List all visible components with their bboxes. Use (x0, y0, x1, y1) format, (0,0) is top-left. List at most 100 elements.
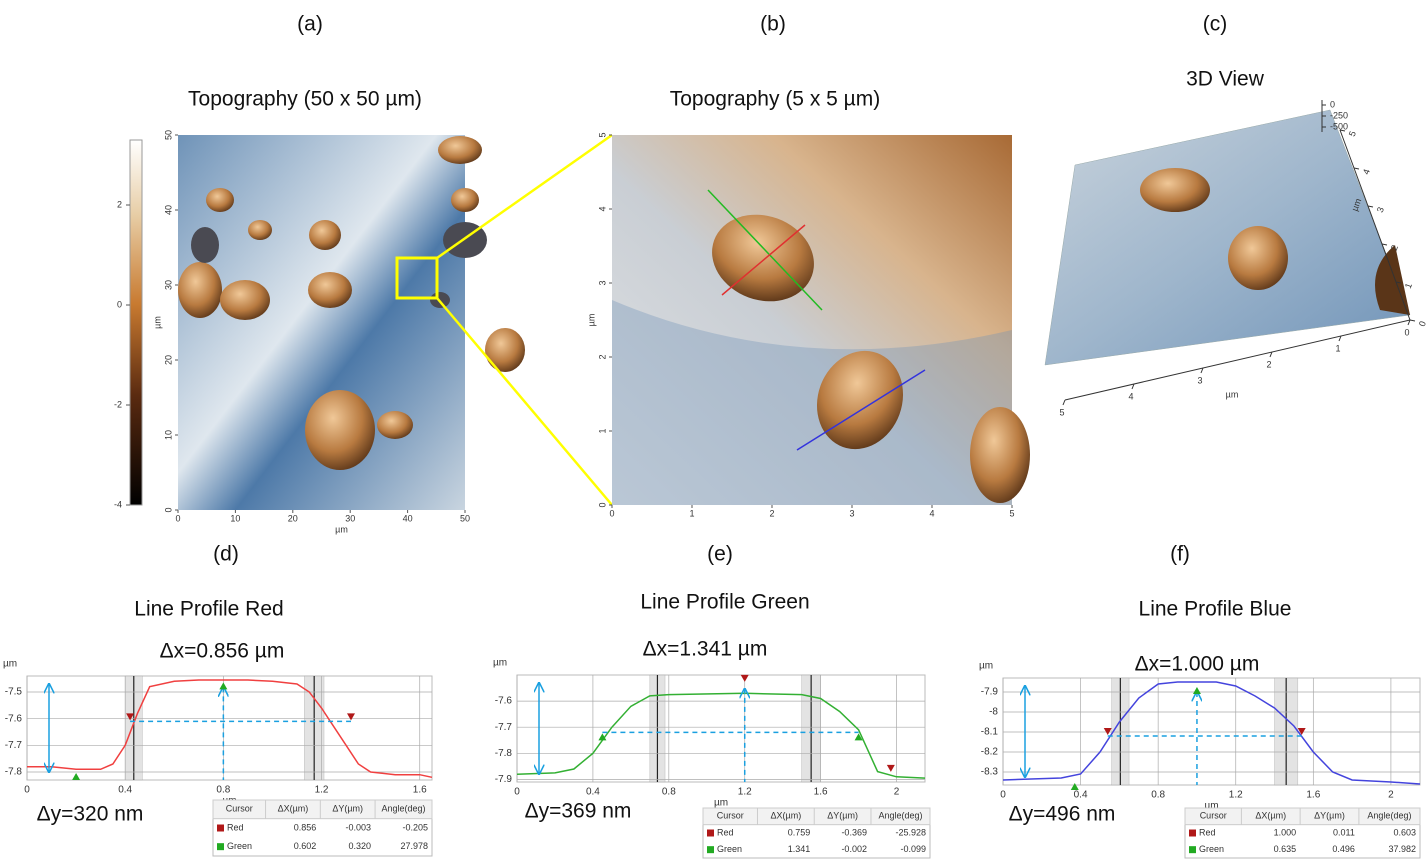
table-cell: 0.011 (1333, 827, 1355, 837)
y-axis-label: µm (979, 661, 993, 672)
y-tick-label: 40 (163, 205, 173, 215)
colorbar-tick-label: -4 (114, 499, 122, 509)
topography-image-a (178, 135, 612, 510)
x-tick-label: 0.8 (1151, 790, 1165, 801)
x-tick-label: 0 (514, 787, 520, 798)
x-tick-label: 1.6 (814, 787, 828, 798)
x-tick-label: 0.4 (1074, 790, 1088, 801)
3d-view-image (1045, 100, 1410, 400)
x-tick-label: 40 (403, 513, 413, 523)
y-tick-label: 10 (163, 430, 173, 440)
x-axis-label: µm (714, 798, 728, 809)
colorbar-tick-label: 2 (117, 199, 122, 209)
x-tick-label: 0 (1404, 327, 1409, 337)
y-tick-label: 3 (597, 280, 607, 285)
table-cell: 0.603 (1393, 827, 1416, 837)
panel-title: Topography (50 x 50 µm) (188, 88, 422, 111)
y-tick-label: 4 (1361, 168, 1372, 176)
panel-label: (d) (213, 543, 239, 566)
y-tick-label: -8 (989, 707, 998, 718)
y-tick-label: -7.9 (495, 774, 513, 785)
y-tick-label: 3 (1375, 206, 1386, 214)
table-cell: 0.635 (1274, 844, 1297, 854)
table-cell: -0.369 (841, 827, 867, 837)
panel-label: (c) (1203, 13, 1228, 36)
y-axis-label: µm (493, 658, 507, 669)
x-tick-label: 50 (460, 513, 470, 523)
x-tick-label: 2 (1266, 359, 1271, 369)
y-tick-label: 1 (597, 428, 607, 433)
x-tick-label: 0 (175, 513, 180, 523)
table-cell: 37.982 (1388, 844, 1416, 854)
table-header: Cursor (717, 811, 744, 821)
x-tick-label: 10 (230, 513, 240, 523)
x-tick-label: 1.2 (315, 785, 329, 796)
y-tick-label: 0 (163, 507, 173, 512)
x-tick-label: 1 (1335, 343, 1340, 353)
chart-title: Line Profile Red (134, 598, 283, 621)
chart-title: Line Profile Blue (1139, 598, 1292, 621)
y-tick-label: 30 (163, 280, 173, 290)
x-tick-label: 1.2 (1229, 790, 1243, 801)
y-tick-label: 2 (597, 354, 607, 359)
y-tick-label: -7.7 (495, 722, 513, 733)
y-tick-label: 0 (597, 502, 607, 507)
row-swatch (1189, 830, 1196, 837)
table-header: Angle(deg) (382, 804, 426, 814)
row-swatch (707, 830, 714, 837)
table-cell: 0.496 (1332, 844, 1355, 854)
x-tick-label: 2 (894, 787, 900, 798)
x-axis-label: µm (1226, 389, 1239, 399)
y-tick-label: -7.6 (495, 696, 513, 707)
panel-label: (f) (1170, 543, 1190, 566)
colorbar-tick-label: 0 (117, 299, 122, 309)
table-header: Cursor (1200, 811, 1227, 821)
table-header: ΔY(µm) (827, 811, 858, 821)
panel-label: (e) (707, 543, 733, 566)
y-tick-label: -8.1 (981, 727, 999, 738)
table-cell: 0.759 (788, 827, 811, 837)
y-tick-label: -8.2 (981, 747, 999, 758)
colorbar (130, 140, 142, 505)
row-swatch (217, 825, 224, 832)
y-tick-label: -8.3 (981, 767, 999, 778)
table-cell: Green (717, 844, 742, 854)
y-tick-label: 5 (1347, 130, 1358, 138)
x-tick-label: 0.4 (118, 785, 132, 796)
table-cell: -0.003 (346, 822, 372, 832)
x-tick-label: 2 (1388, 790, 1394, 801)
x-tick-label: 5 (1009, 508, 1014, 518)
y-axis-label: µm (152, 316, 162, 329)
plot-area (1003, 678, 1420, 785)
table-cell: Green (1199, 844, 1224, 854)
y-tick-label: 4 (597, 206, 607, 211)
figure: (a)Topography (50 x 50 µm)01020304050010… (0, 0, 1427, 861)
table-cell: -25.928 (895, 827, 926, 837)
row-swatch (217, 843, 224, 850)
table-header: ΔY(µm) (332, 804, 363, 814)
y-tick-label: 5 (597, 132, 607, 137)
x-tick-label: 1 (689, 508, 694, 518)
table-cell: 0.320 (349, 841, 372, 851)
table-cell: -0.002 (841, 844, 867, 854)
panel-title: Topography (5 x 5 µm) (670, 88, 881, 111)
table-cell: Red (717, 827, 734, 837)
y-tick-label: -7.8 (495, 748, 513, 759)
chart-title: Line Profile Green (640, 591, 809, 614)
x-tick-label: 0 (1000, 790, 1006, 801)
x-tick-label: 4 (1128, 391, 1133, 401)
x-tick-label: 1.2 (738, 787, 752, 798)
x-tick (1063, 400, 1065, 405)
table-header: Angle(deg) (878, 811, 922, 821)
delta-y-label: Δy=496 nm (1009, 803, 1116, 826)
y-tick-label: 50 (163, 130, 173, 140)
table-header: ΔX(µm) (771, 811, 802, 821)
x-tick-label: 4 (929, 508, 934, 518)
table-header: ΔY(µm) (1314, 811, 1345, 821)
y-tick-label: -7.5 (5, 687, 23, 698)
table-cell: Green (227, 841, 252, 851)
row-swatch (707, 846, 714, 853)
row-swatch (1189, 846, 1196, 853)
panel-title: 3D View (1186, 68, 1265, 91)
delta-y-label: Δy=369 nm (525, 800, 632, 823)
